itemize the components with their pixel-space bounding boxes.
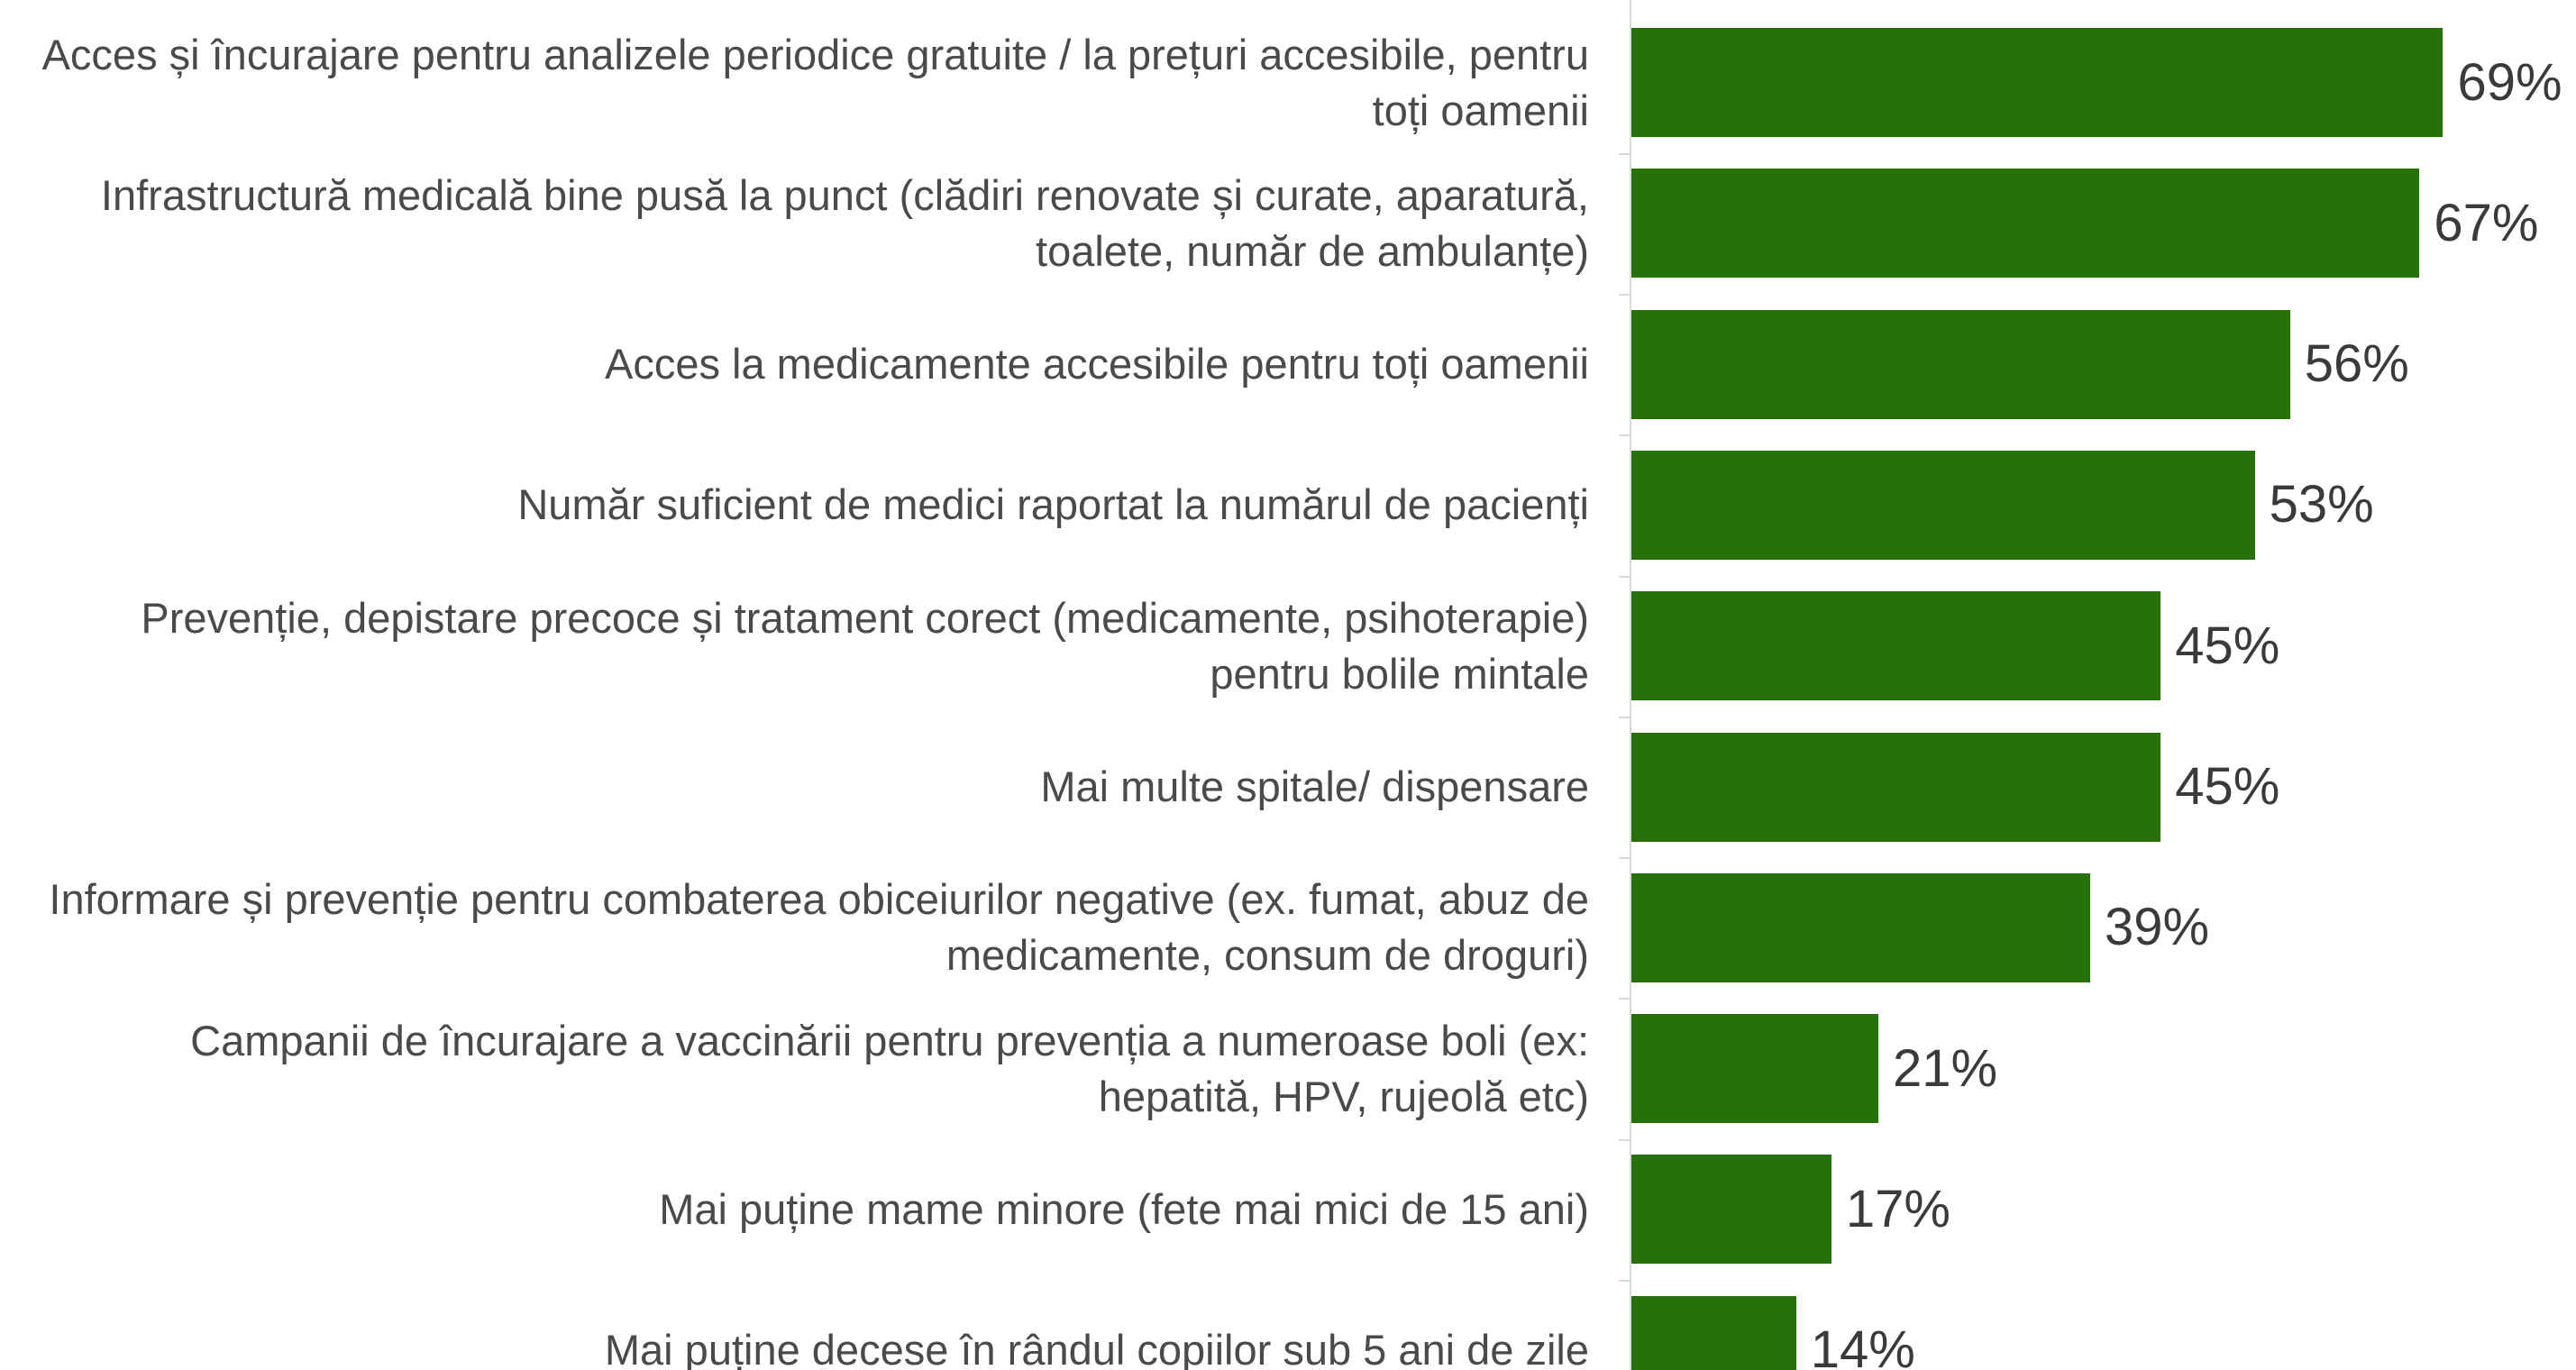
category-label: Campanii de încurajare a vaccinării pent… — [190, 1016, 1589, 1120]
category-label: Mai puține mame minore (fete mai mici de… — [659, 1184, 1589, 1233]
value-label: 17% — [1845, 1179, 1950, 1238]
bar — [1631, 450, 2255, 560]
category-label: Acces la medicamente accesibile pentru t… — [605, 340, 1589, 388]
row-separator — [1619, 1138, 1631, 1141]
category-label: Număr suficient de medici raportat la nu… — [517, 480, 1589, 529]
category-label: Acces și încurajare pentru analizele per… — [41, 30, 1589, 134]
bar — [1631, 1014, 1879, 1124]
value-label: 39% — [2104, 898, 2210, 957]
axis-line — [1630, 0, 1631, 1370]
value-label: 14% — [1810, 1320, 1915, 1370]
category-label: Infrastructură medicală bine pusă la pun… — [100, 170, 1589, 275]
row-separator — [1619, 1280, 1631, 1283]
bar — [1631, 28, 2444, 137]
category-label: Mai multe spitale/ dispensare — [1040, 763, 1589, 810]
bar — [1631, 309, 2290, 419]
value-label: 45% — [2175, 616, 2280, 675]
row-separator — [1619, 434, 1631, 437]
bar — [1631, 1295, 1796, 1370]
value-label: 45% — [2175, 757, 2280, 816]
value-label: 53% — [2269, 475, 2374, 534]
value-label: 21% — [1893, 1038, 1998, 1098]
bar — [1631, 872, 2090, 982]
bar — [1631, 1155, 1832, 1265]
row-separator — [1619, 998, 1631, 1000]
category-label: Prevenție, depistare precoce și tratamen… — [141, 593, 1589, 698]
value-label: 67% — [2434, 193, 2539, 252]
row-separator — [1619, 152, 1631, 155]
category-label: Informare și prevenție pentru combaterea… — [49, 875, 1589, 980]
bar — [1631, 591, 2161, 701]
bar — [1631, 732, 2161, 842]
row-separator — [1619, 716, 1631, 718]
value-label: 69% — [2457, 52, 2562, 112]
row-separator — [1619, 857, 1631, 860]
bar — [1631, 169, 2420, 279]
value-label: 56% — [2304, 334, 2409, 394]
category-label: Mai puține decese în rândul copiilor sub… — [604, 1326, 1589, 1370]
row-separator — [1619, 575, 1631, 578]
row-separator — [1619, 293, 1631, 296]
